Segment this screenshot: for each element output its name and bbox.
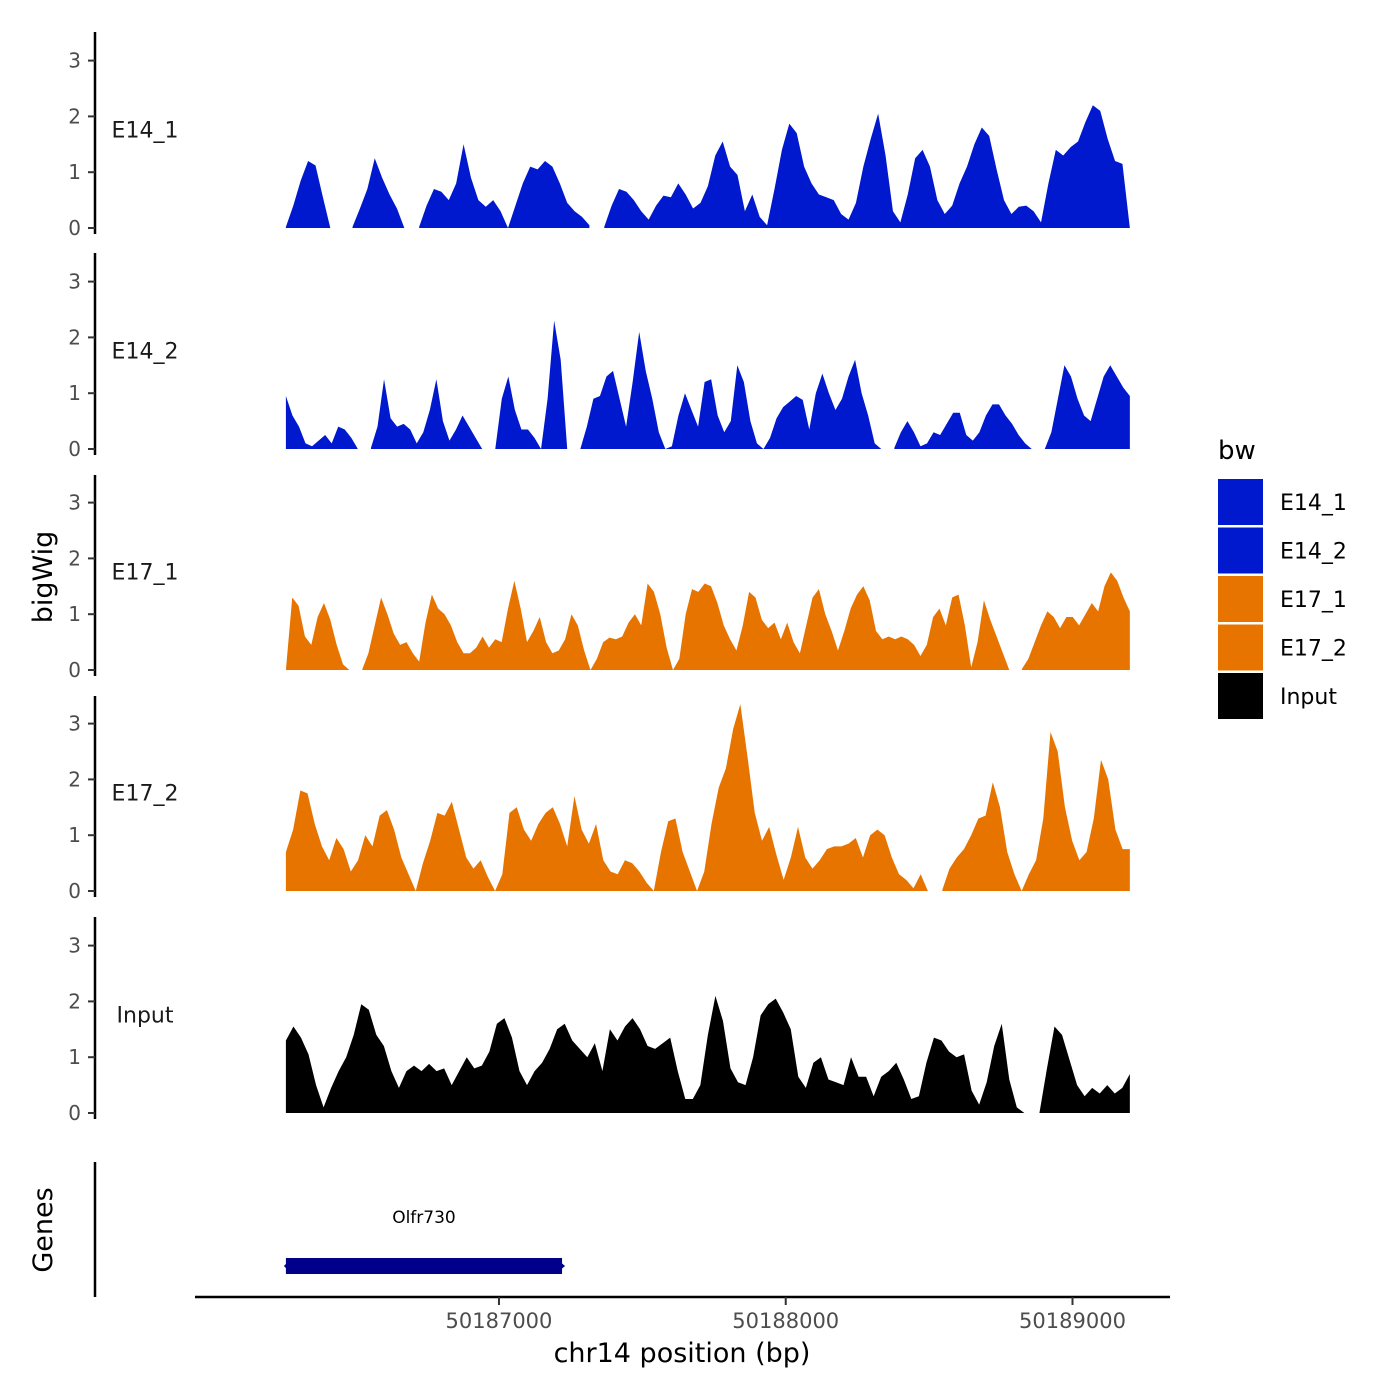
y-tick-label: 3: [68, 270, 81, 294]
track-e17-2: 0 1 2 3 E17_2: [68, 696, 1130, 903]
track-label: E14_2: [112, 340, 179, 365]
legend-label: E17_1: [1280, 588, 1347, 613]
legend-key-e17-1: [1218, 576, 1263, 622]
y-tick-label: 3: [68, 934, 81, 958]
track-label: E14_1: [112, 119, 179, 144]
y-tick-label: 0: [68, 216, 81, 240]
track-label: E17_1: [112, 561, 179, 586]
x-tick-label: 50189000: [1019, 1309, 1126, 1333]
legend-entries: E14_1 E14_2 E17_1 E17_2 Input: [1218, 479, 1347, 719]
legend-title: bw: [1218, 436, 1256, 466]
coverage-area: [419, 144, 590, 228]
legend-key-e14-1: [1218, 479, 1263, 525]
y-tick-label: 0: [68, 437, 81, 461]
coverage-area: [495, 320, 568, 449]
x-ticks: 50187000 50188000 50189000: [446, 1297, 1126, 1333]
legend-label: E14_1: [1280, 491, 1347, 516]
track-e17-1: 0 1 2 3 E17_1: [68, 475, 1130, 682]
gene-end-mark: [559, 1261, 566, 1271]
y-tick-label: 1: [68, 823, 81, 847]
gene-features: Olfr730: [283, 1208, 566, 1274]
coverage-area: [285, 161, 331, 228]
coverage-area: [1044, 365, 1130, 449]
coverage-area: [285, 597, 350, 670]
legend-key-e17-2: [1218, 624, 1263, 671]
y-tick-label: 1: [68, 381, 81, 405]
legend-label: E17_2: [1280, 637, 1347, 662]
track-e14-2: 0 1 2 3 E14_2: [68, 253, 1130, 461]
legend-label: E14_2: [1280, 540, 1347, 565]
gene-body: [285, 1258, 563, 1274]
legend-key-e14-2: [1218, 527, 1263, 574]
y-tick-label: 2: [68, 104, 81, 128]
y-tick-label: 0: [68, 1101, 81, 1125]
coverage-area: [285, 704, 928, 891]
x-tick-label: 50187000: [446, 1309, 553, 1333]
genes-axis-title: Genes: [28, 1187, 59, 1272]
coverage-area: [285, 995, 1025, 1113]
y-tick-label: 3: [68, 491, 81, 515]
gene-name-label: Olfr730: [392, 1208, 456, 1228]
track-label: Input: [117, 1004, 174, 1029]
y-tick-label: 0: [68, 658, 81, 682]
coverage-area: [285, 395, 358, 449]
y-tick-label: 2: [68, 546, 81, 570]
y-tick-label: 2: [68, 325, 81, 349]
coverage-area: [580, 331, 882, 449]
y-tick-label: 2: [68, 767, 81, 791]
x-axis-title: chr14 position (bp): [554, 1338, 811, 1369]
legend-label: Input: [1280, 685, 1337, 710]
y-tick-label: 1: [68, 1045, 81, 1069]
coverage-area: [370, 379, 483, 449]
x-axis: 50187000 50188000 50189000 chr14 position …: [195, 1295, 1170, 1369]
coverage-area: [1039, 1026, 1130, 1113]
coverage-area: [352, 158, 405, 228]
y-axis-title: bigWig: [28, 531, 59, 624]
gene-start-mark: [283, 1261, 289, 1271]
legend-key-input: [1218, 673, 1263, 719]
y-tick-label: 1: [68, 160, 81, 184]
y-tick-label: 3: [68, 49, 81, 73]
coverage-area: [604, 105, 1130, 228]
y-tick-label: 0: [68, 879, 81, 903]
y-tick-label: 3: [68, 712, 81, 736]
track-input: 0 1 2 3 Input: [68, 917, 1130, 1125]
coverage-area: [942, 731, 1130, 891]
coverage-area: [362, 580, 1010, 670]
track-panels: 0 1 2 3 E14_1 0 1 2 3 E14_2 0 1 2 3 E17_1 0 1 2 3 E17_2 0 1 2 3…: [68, 32, 1130, 1125]
track-e14-1: 0 1 2 3 E14_1: [68, 32, 1130, 240]
track-label: E17_2: [112, 782, 179, 807]
coverage-area: [894, 404, 1032, 449]
y-tick-label: 2: [68, 989, 81, 1013]
y-tick-label: 1: [68, 602, 81, 626]
gene-track-panel: Genes Olfr730: [28, 1162, 566, 1297]
coverage-area: [1021, 572, 1130, 670]
x-tick-label: 50188000: [732, 1309, 839, 1333]
legend: bw E14_1 E14_2 E17_1 E17_2 Input: [1218, 436, 1347, 719]
